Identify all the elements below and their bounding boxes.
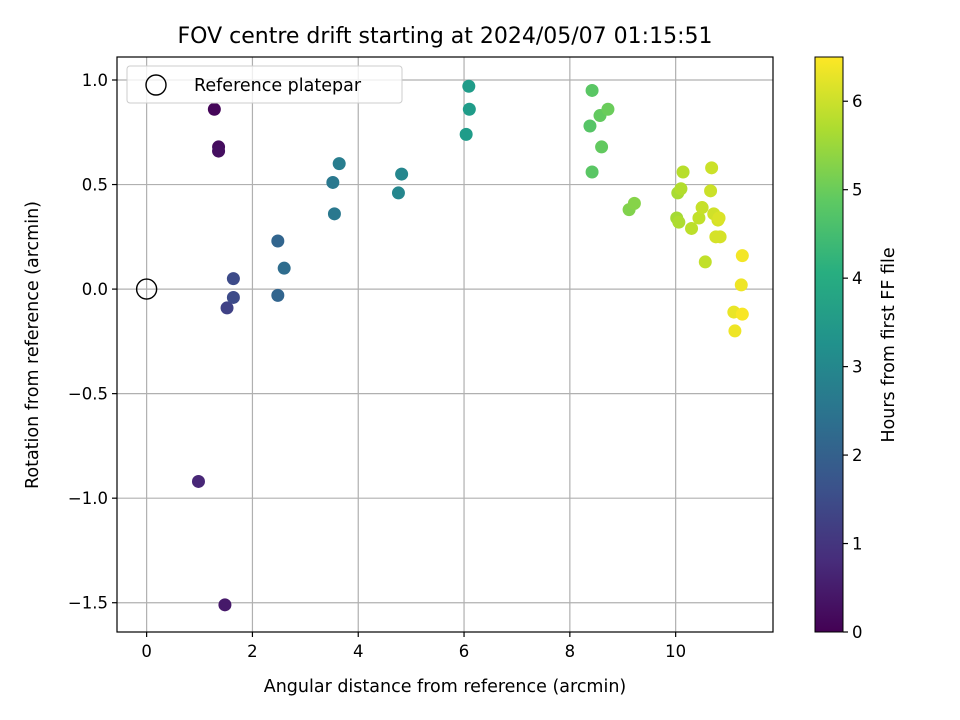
reference-platepar-marker [135, 278, 158, 300]
data-point [459, 127, 473, 141]
data-point [712, 211, 726, 225]
data-point [585, 83, 599, 97]
data-point [695, 201, 709, 215]
data-points [191, 79, 749, 612]
y-tick-label: −0.5 [68, 385, 108, 404]
reference-marker-layer [135, 278, 158, 300]
data-point [462, 79, 476, 93]
data-point [692, 211, 706, 225]
data-point [191, 474, 205, 488]
data-point [332, 157, 346, 171]
colorbar-gradient [814, 56, 844, 633]
y-tick-label: 0.5 [82, 176, 108, 195]
data-point [271, 288, 285, 302]
data-point [704, 184, 718, 198]
data-point [277, 261, 291, 275]
data-point [271, 234, 285, 248]
legend: Reference platepar [126, 65, 403, 104]
data-point [705, 161, 719, 175]
colorbar-tick-label: 6 [852, 92, 863, 111]
colorbar-tick-label: 3 [852, 358, 863, 377]
data-point [595, 140, 609, 154]
chart-title: FOV centre drift starting at 2024/05/07 … [178, 24, 713, 49]
data-point [583, 119, 597, 133]
x-axis-ticks: 0 2 4 6 8 10 [141, 632, 686, 661]
data-point [207, 102, 221, 116]
x-tick-label: 2 [247, 642, 258, 661]
legend-label-reference: Reference platepar [194, 76, 362, 96]
x-tick-label: 8 [565, 642, 576, 661]
x-tick-label: 0 [141, 642, 152, 661]
data-point [226, 290, 240, 304]
y-tick-label: 1.0 [82, 71, 108, 90]
data-point [735, 307, 749, 321]
colorbar-tick-label: 0 [852, 623, 863, 642]
colorbar-label: Hours from first FF file [879, 247, 899, 442]
data-point [735, 249, 749, 263]
y-axis-ticks: −1.5 −1.0 −0.5 0.0 0.5 1.0 [68, 71, 117, 613]
data-point [218, 598, 232, 612]
colorbar-tick-label: 1 [852, 535, 863, 554]
data-point [627, 196, 641, 210]
data-point [728, 324, 742, 338]
data-point [212, 144, 226, 158]
data-point [676, 165, 690, 179]
data-point [685, 221, 699, 235]
y-tick-label: 0.0 [82, 280, 108, 299]
data-point [327, 207, 341, 221]
legend-reference-marker [145, 74, 167, 96]
x-tick-label: 4 [353, 642, 364, 661]
colorbar-tick-label: 5 [852, 181, 863, 200]
data-point [672, 215, 686, 229]
colorbar-ticks: 0 1 2 3 4 5 6 [843, 92, 863, 642]
data-point [226, 272, 240, 286]
data-point [220, 301, 234, 315]
colorbar: 0 1 2 3 4 5 6 Hours from first FF file [814, 56, 899, 642]
y-tick-label: −1.0 [68, 489, 108, 508]
data-point [674, 182, 688, 196]
data-point [395, 167, 409, 181]
x-tick-label: 10 [665, 642, 686, 661]
data-point [391, 186, 405, 200]
y-axis-label: Rotation from reference (arcmin) [23, 201, 43, 489]
data-point [585, 165, 599, 179]
legend-box [126, 65, 403, 104]
data-point [713, 230, 727, 244]
data-point [734, 278, 748, 292]
colorbar-tick-label: 2 [852, 446, 863, 465]
x-tick-label: 6 [459, 642, 470, 661]
data-point [698, 255, 712, 269]
data-point [601, 102, 615, 116]
data-point [326, 175, 340, 189]
x-axis-label: Angular distance from reference (arcmin) [264, 677, 627, 697]
colorbar-tick-label: 4 [852, 269, 863, 288]
data-point [462, 102, 476, 116]
plot-area-frame [116, 56, 774, 633]
y-tick-label: −1.5 [68, 594, 108, 613]
